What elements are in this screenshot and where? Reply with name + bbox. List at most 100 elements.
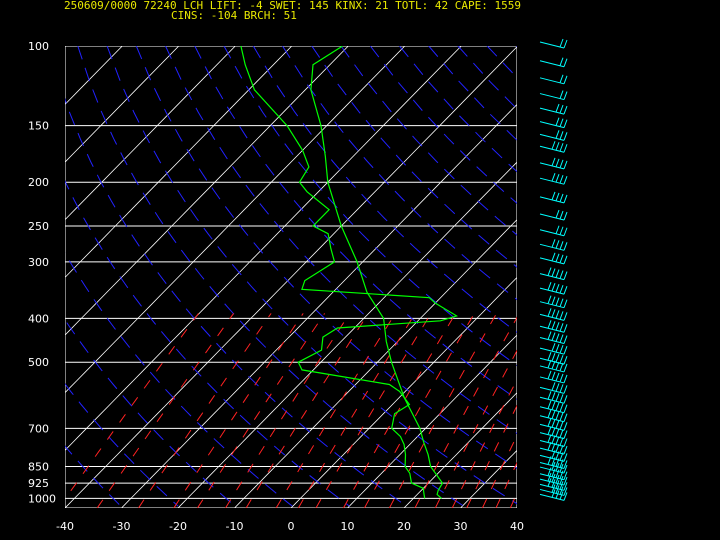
wind-barb-flag [547, 352, 552, 361]
wind-barb-flag [551, 268, 556, 277]
dry-adiabat-line [65, 180, 350, 507]
temperature-tick-label: 10 [341, 520, 355, 533]
wind-barb [539, 484, 568, 496]
wind-barb-flag [555, 480, 560, 489]
wind-barb [539, 130, 568, 141]
wind-barb-flag [555, 322, 560, 331]
wind-barb [539, 418, 568, 431]
wind-barb-flag [559, 210, 564, 220]
wind-barb-flag [547, 418, 552, 427]
isotherm-line [403, 392, 517, 508]
isotherm-line [234, 219, 517, 508]
wind-barb-flag [559, 270, 564, 279]
temperature-tick-label: -10 [226, 520, 244, 533]
mixing-ratio-line [481, 434, 517, 508]
mixing-ratio-line [434, 349, 517, 508]
wind-barb-flag [551, 419, 556, 428]
wind-barb-flag [547, 391, 552, 400]
isotherm-line [460, 449, 517, 508]
dry-adiabat-line [223, 46, 517, 367]
grid-layer [65, 46, 517, 508]
dry-adiabat-line [65, 252, 293, 507]
wind-barb-flag [563, 194, 568, 204]
wind-barb-flag [555, 117, 560, 126]
mixing-ratio-line [388, 313, 498, 508]
wind-barb-flag [555, 158, 560, 168]
wind-barb-flag [551, 479, 556, 488]
pressure-tick-label: 300 [28, 256, 49, 269]
wind-barb-flag [563, 312, 568, 321]
wind-barb [539, 478, 568, 491]
wind-barb-flag [559, 491, 564, 500]
pressure-tick-label: 250 [28, 220, 49, 233]
wind-barb-flag [559, 284, 564, 294]
wind-barb-flag [551, 489, 556, 498]
wind-barb-flag [551, 371, 556, 381]
pressure-tick-labels: 100 150 200 250 300 400 500 700 850 925 1000 [28, 40, 56, 505]
wind-barb [539, 239, 568, 251]
wind-barb-flag [551, 191, 556, 201]
wind-barb-flag [563, 105, 568, 115]
wind-barb-flag [559, 412, 564, 421]
wind-barb-flag [551, 173, 556, 182]
wind-barb-flag [559, 334, 564, 343]
mixing-ratio-line [297, 313, 416, 508]
mixing-ratio-line [342, 313, 457, 508]
wind-barb-flag [563, 58, 568, 67]
dry-adiabat-line [65, 383, 179, 507]
wind-barb-flag [555, 225, 560, 234]
header-line1: 250609/0000 72240 LCH LIFT: -4 SWET: 145… [64, 0, 521, 12]
wind-barb-flag [555, 269, 560, 278]
wind-barb [539, 409, 568, 423]
wind-barb-flag [563, 242, 568, 251]
wind-barb-flag [547, 331, 552, 340]
wind-barb [539, 209, 568, 221]
wind-barb-flag [551, 382, 556, 391]
wind-barb-flag [559, 193, 564, 203]
wind-barb-flag [559, 104, 564, 114]
wind-barb-flag [551, 427, 556, 436]
wind-barb-flag [559, 384, 564, 393]
wind-barb-flag [555, 402, 560, 411]
wind-barb-flag [563, 211, 568, 221]
wind-barb-flag [555, 383, 560, 392]
wind-barb-flag [559, 57, 564, 66]
wind-barb-flag [555, 310, 560, 319]
wind-barb-flag [555, 436, 560, 445]
pressure-tick-label: 925 [28, 477, 49, 490]
wind-barb [539, 342, 568, 355]
temperature-tick-label: -20 [169, 520, 187, 533]
wind-barb-flag [555, 283, 560, 293]
wind-barb-flag [555, 343, 560, 353]
wind-barb-flag [559, 298, 564, 307]
wind-barb-flag [559, 355, 564, 364]
profile-layer [240, 46, 459, 499]
wind-barb-flag [563, 299, 568, 308]
wind-barb-flag [551, 309, 556, 318]
wind-barb-flag [559, 421, 564, 430]
wind-barb-flag [555, 469, 560, 478]
wind-barb-flag [559, 226, 564, 235]
header-line2: CINS: -104 BRCH: 51 [171, 9, 297, 22]
wind-barb-flag [555, 142, 560, 151]
wind-barb [539, 331, 568, 345]
mixing-ratio-line [466, 404, 517, 508]
mixing-ratio-line [173, 313, 304, 508]
wind-barb [539, 157, 568, 170]
pressure-tick-label: 500 [28, 356, 49, 369]
wind-barb [539, 191, 568, 204]
wind-barb [539, 434, 568, 447]
wind-barb-flag [563, 422, 568, 431]
dry-adiabat-line [77, 46, 464, 507]
wind-barb-flag [551, 239, 556, 248]
wind-barb [539, 252, 568, 265]
wind-barb [539, 141, 568, 153]
wind-barb-flag [563, 324, 568, 333]
pressure-tick-label: 850 [28, 460, 49, 473]
wind-barb-flag [555, 428, 560, 437]
wind-barb-flag [555, 333, 560, 342]
wind-barb [539, 103, 568, 115]
wind-barb [539, 295, 568, 309]
wind-barb-flag [563, 75, 568, 84]
wind-barb-flag [547, 400, 552, 409]
